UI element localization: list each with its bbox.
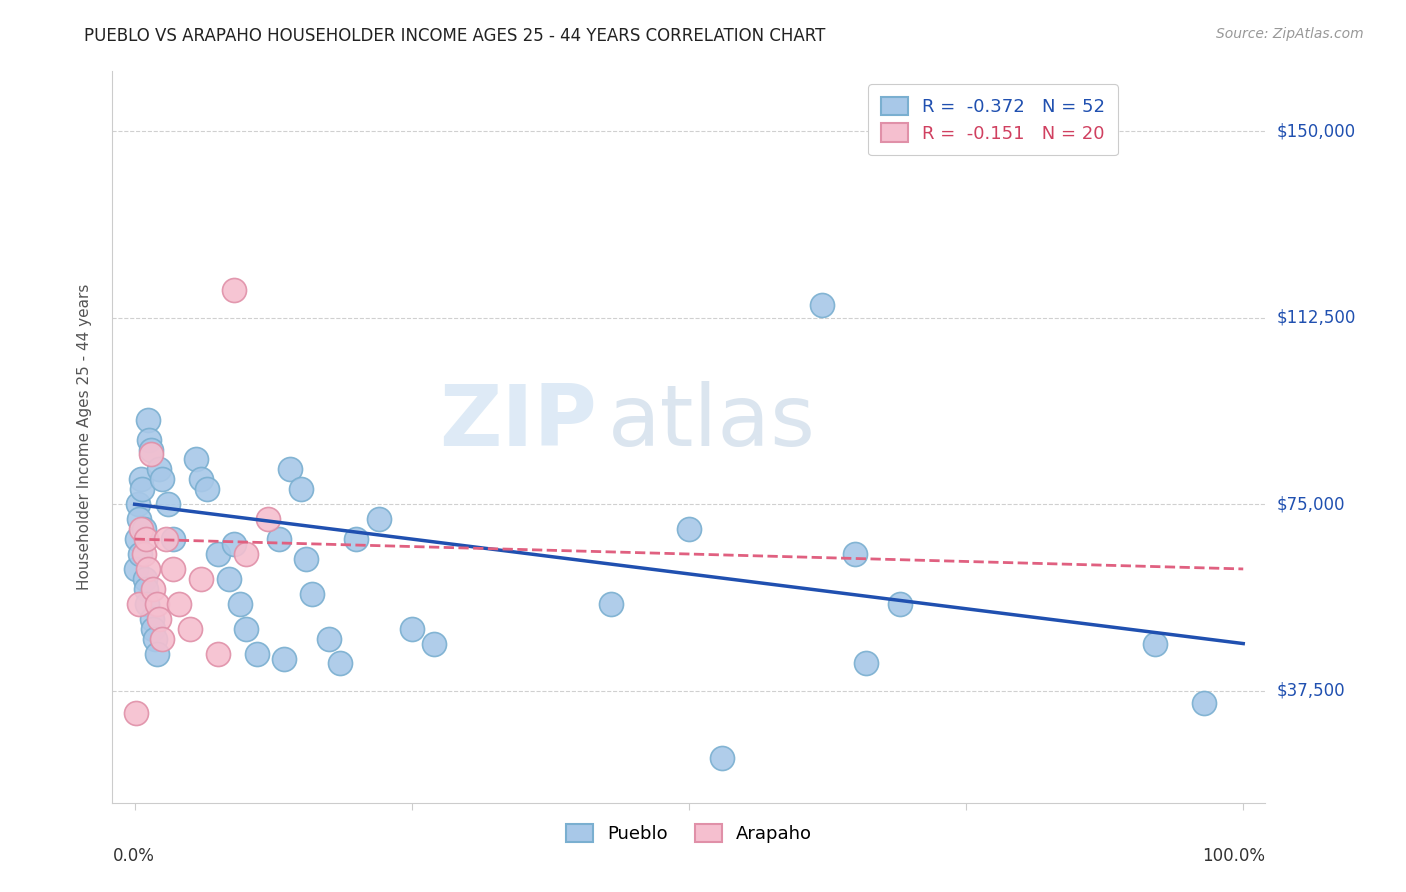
Point bbox=[190, 472, 212, 486]
Point bbox=[229, 597, 252, 611]
Text: $37,500: $37,500 bbox=[1277, 681, 1346, 700]
Point bbox=[156, 497, 179, 511]
Point bbox=[207, 647, 229, 661]
Point bbox=[245, 647, 267, 661]
Point bbox=[167, 597, 190, 611]
Point bbox=[128, 597, 150, 611]
Text: $75,000: $75,000 bbox=[1277, 495, 1346, 513]
Point bbox=[136, 412, 159, 426]
Point bbox=[141, 448, 163, 462]
Point bbox=[148, 612, 170, 626]
Point bbox=[1194, 696, 1216, 710]
Point bbox=[131, 483, 153, 497]
Text: 100.0%: 100.0% bbox=[1202, 847, 1265, 864]
Point bbox=[844, 547, 866, 561]
Text: $150,000: $150,000 bbox=[1277, 122, 1355, 140]
Point bbox=[889, 597, 911, 611]
Point bbox=[125, 562, 148, 576]
Point bbox=[132, 522, 155, 536]
Point bbox=[344, 532, 367, 546]
Point bbox=[190, 572, 212, 586]
Point bbox=[179, 622, 201, 636]
Point bbox=[135, 582, 157, 596]
Point bbox=[150, 632, 173, 646]
Point bbox=[401, 622, 423, 636]
Point bbox=[134, 572, 156, 586]
Point bbox=[295, 552, 318, 566]
Point bbox=[290, 483, 312, 497]
Text: ZIP: ZIP bbox=[439, 381, 596, 464]
Point bbox=[267, 532, 290, 546]
Text: 0.0%: 0.0% bbox=[112, 847, 155, 864]
Point bbox=[150, 472, 173, 486]
Point bbox=[224, 537, 246, 551]
Point bbox=[129, 522, 153, 536]
Point bbox=[146, 647, 169, 661]
Point bbox=[136, 562, 159, 576]
Text: PUEBLO VS ARAPAHO HOUSEHOLDER INCOME AGES 25 - 44 YEARS CORRELATION CHART: PUEBLO VS ARAPAHO HOUSEHOLDER INCOME AGE… bbox=[84, 27, 825, 45]
Point bbox=[184, 452, 207, 467]
Legend: Pueblo, Arapaho: Pueblo, Arapaho bbox=[557, 815, 821, 852]
Point bbox=[235, 622, 257, 636]
Point bbox=[148, 462, 170, 476]
Point bbox=[811, 298, 834, 312]
Point bbox=[235, 547, 257, 561]
Point bbox=[125, 706, 148, 721]
Point bbox=[146, 597, 169, 611]
Point bbox=[423, 636, 446, 650]
Point bbox=[125, 532, 148, 546]
Point bbox=[127, 497, 149, 511]
Text: atlas: atlas bbox=[609, 381, 817, 464]
Point bbox=[711, 751, 734, 765]
Point bbox=[600, 597, 623, 611]
Point bbox=[162, 532, 184, 546]
Point bbox=[141, 612, 163, 626]
Point bbox=[135, 597, 157, 611]
Point bbox=[218, 572, 240, 586]
Point bbox=[155, 532, 177, 546]
Point bbox=[207, 547, 229, 561]
Point bbox=[135, 532, 157, 546]
Point bbox=[855, 657, 877, 671]
Text: Source: ZipAtlas.com: Source: ZipAtlas.com bbox=[1216, 27, 1364, 41]
Point bbox=[1143, 636, 1166, 650]
Point bbox=[142, 622, 165, 636]
Point bbox=[367, 512, 389, 526]
Point bbox=[143, 632, 166, 646]
Point bbox=[318, 632, 340, 646]
Point bbox=[195, 483, 218, 497]
Point bbox=[329, 657, 352, 671]
Point bbox=[129, 472, 153, 486]
Point bbox=[224, 283, 246, 297]
Point bbox=[142, 582, 165, 596]
Point bbox=[301, 587, 323, 601]
Text: $112,500: $112,500 bbox=[1277, 309, 1355, 326]
Point bbox=[141, 442, 163, 457]
Point bbox=[678, 522, 700, 536]
Point bbox=[129, 547, 152, 561]
Point bbox=[273, 651, 295, 665]
Point bbox=[278, 462, 301, 476]
Point bbox=[128, 512, 150, 526]
Point bbox=[256, 512, 278, 526]
Point bbox=[132, 547, 155, 561]
Point bbox=[138, 433, 160, 447]
Y-axis label: Householder Income Ages 25 - 44 years: Householder Income Ages 25 - 44 years bbox=[77, 284, 91, 591]
Point bbox=[162, 562, 184, 576]
